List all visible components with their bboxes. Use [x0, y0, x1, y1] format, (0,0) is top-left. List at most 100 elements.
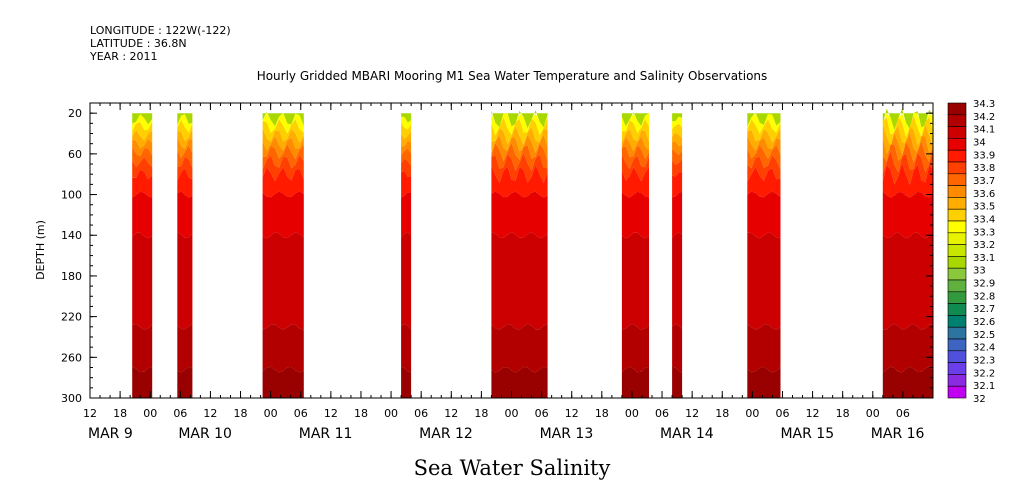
colorbar-swatch [947, 350, 967, 363]
y-tick-label: 260 [61, 351, 82, 364]
x-date-label: MAR 11 [299, 426, 353, 442]
x-tick-label: 18 [715, 407, 729, 420]
salinity-band [672, 232, 683, 329]
x-tick-label: 12 [203, 407, 217, 420]
salinity-band [177, 366, 193, 398]
salinity-band [132, 366, 153, 398]
salinity-band [672, 113, 683, 122]
salinity-band [491, 152, 548, 184]
x-date-label: MAR 13 [540, 426, 594, 442]
salinity-band [491, 191, 548, 239]
x-tick-label: 06 [655, 407, 669, 420]
colorbar-swatch [947, 303, 967, 316]
salinity-band [262, 112, 304, 127]
salinity-band [132, 114, 153, 132]
salinity-band [882, 366, 933, 398]
salinity-band [262, 128, 304, 151]
salinity-band [882, 115, 933, 147]
x-tick-label: 12 [806, 407, 820, 420]
colorbar-label: 32 [973, 394, 986, 405]
salinity-band [401, 232, 412, 330]
colorbar-swatch [947, 208, 967, 222]
x-date-label: MAR 14 [660, 426, 714, 442]
salinity-band [621, 366, 649, 398]
salinity-band [262, 324, 304, 373]
salinity-band [132, 323, 153, 373]
data-segment [132, 113, 153, 398]
colorbar-swatch [947, 102, 967, 116]
data-segment [882, 108, 933, 398]
salinity-band [747, 324, 781, 373]
colorbar-swatch [947, 114, 967, 127]
x-tick-label: 18 [113, 407, 127, 420]
colorbar-swatch [947, 256, 967, 269]
salinity-band [491, 323, 548, 373]
salinity-band [882, 151, 933, 185]
axes: 12 18 00 06 12 18 00 06 12 18 00 06 12 18 00 06 12 18 00 06… [61, 102, 934, 442]
data-segment [621, 112, 649, 398]
salinity-band [882, 132, 933, 163]
colorbar-label: 32.2 [973, 368, 995, 379]
colorbar-swatch [947, 362, 967, 375]
x-tick-label: 06 [535, 407, 549, 420]
salinity-band [747, 112, 781, 127]
colorbar-swatch [947, 374, 967, 387]
salinity-band [621, 323, 649, 373]
salinity-band [177, 113, 193, 126]
x-tick-label: 18 [234, 407, 248, 420]
colorbar-swatch [947, 326, 967, 340]
salinity-band [882, 108, 933, 131]
salinity-band [882, 141, 933, 173]
x-tick-label: 06 [414, 407, 428, 420]
x-tick-label: 12 [324, 407, 338, 420]
salinity-band [132, 138, 153, 157]
colorbar-label: 32.7 [973, 304, 995, 315]
salinity-band [747, 128, 781, 151]
colorbar-label: 33.5 [973, 202, 995, 213]
colorbar-label: 32.3 [973, 356, 995, 367]
x-date-label: MAR 9 [88, 426, 133, 442]
y-tick-label: 220 [61, 311, 82, 324]
colorbar-label: 32.5 [973, 330, 995, 341]
colorbar-label: 32.8 [973, 291, 995, 302]
salinity-band [747, 144, 781, 170]
salinity-band [177, 114, 193, 133]
y-tick-label: 180 [61, 270, 82, 283]
salinity-band [491, 126, 548, 153]
salinity-band [262, 232, 304, 330]
salinity-band [401, 171, 412, 198]
y-axis-label: DEPTH (m) [34, 220, 47, 280]
x-tick-label: 12 [444, 407, 458, 420]
x-tick-label: 00 [745, 407, 759, 420]
salinity-band [621, 154, 649, 182]
colorbar-label: 33.3 [973, 227, 995, 238]
year-label: YEAR : 2011 [90, 50, 158, 63]
x-tick-label: 00 [143, 407, 157, 420]
salinity-band [132, 169, 153, 198]
colorbar-label: 32.6 [973, 317, 995, 328]
salinity-band [491, 366, 548, 398]
salinity-band [132, 191, 153, 239]
salinity-band [621, 112, 649, 127]
salinity-band [177, 232, 193, 330]
colorbar-swatch [947, 161, 967, 175]
salinity-band [621, 232, 649, 330]
y-tick-label: 100 [61, 189, 82, 202]
x-tick-label: 06 [775, 407, 789, 420]
salinity-band [621, 113, 649, 134]
colorbar-swatch [947, 385, 967, 399]
salinity-band [882, 163, 933, 198]
salinity-band [401, 192, 412, 238]
salinity-band [621, 191, 649, 239]
salinity-band [747, 136, 781, 160]
latitude-label: LATITUDE : 36.8N [90, 37, 187, 50]
x-tick-label: 18 [836, 407, 850, 420]
colorbar-label: 33.9 [973, 150, 995, 161]
salinity-band [621, 145, 649, 170]
salinity-band [132, 232, 153, 330]
colorbar-label: 33.4 [973, 214, 995, 225]
y-tick-label: 20 [68, 107, 82, 120]
salinity-band [491, 117, 548, 145]
